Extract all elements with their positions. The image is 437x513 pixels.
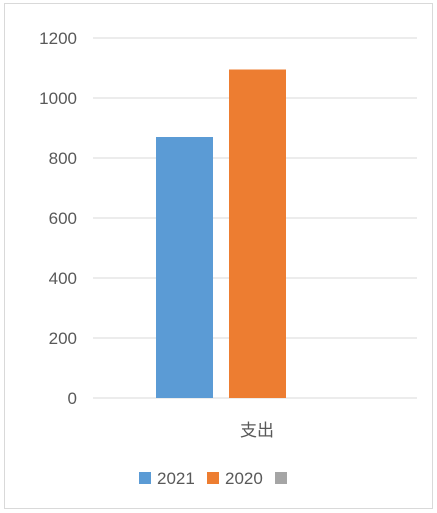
y-tick-label: 1000 [39, 89, 77, 108]
legend-swatch-series2 [275, 472, 287, 484]
y-tick-label: 200 [49, 329, 77, 348]
y-tick-label: 0 [68, 389, 77, 408]
y-tick-label: 800 [49, 149, 77, 168]
chart-frame: 0 200 400 600 800 1000 1200 支出 2021 2020 [4, 3, 433, 509]
legend-label-2021: 2021 [157, 469, 195, 488]
legend-swatch-2020 [207, 472, 219, 484]
x-category-label: 支出 [240, 421, 274, 441]
bar-chart: 0 200 400 600 800 1000 1200 支出 2021 2020 [39, 29, 417, 488]
bar-2020 [229, 69, 286, 398]
legend-swatch-2021 [139, 472, 151, 484]
y-tick-label: 600 [49, 209, 77, 228]
y-tick-label: 400 [49, 269, 77, 288]
bar-2021 [156, 137, 213, 398]
legend-label-2020: 2020 [225, 469, 263, 488]
y-tick-label: 1200 [39, 29, 77, 48]
